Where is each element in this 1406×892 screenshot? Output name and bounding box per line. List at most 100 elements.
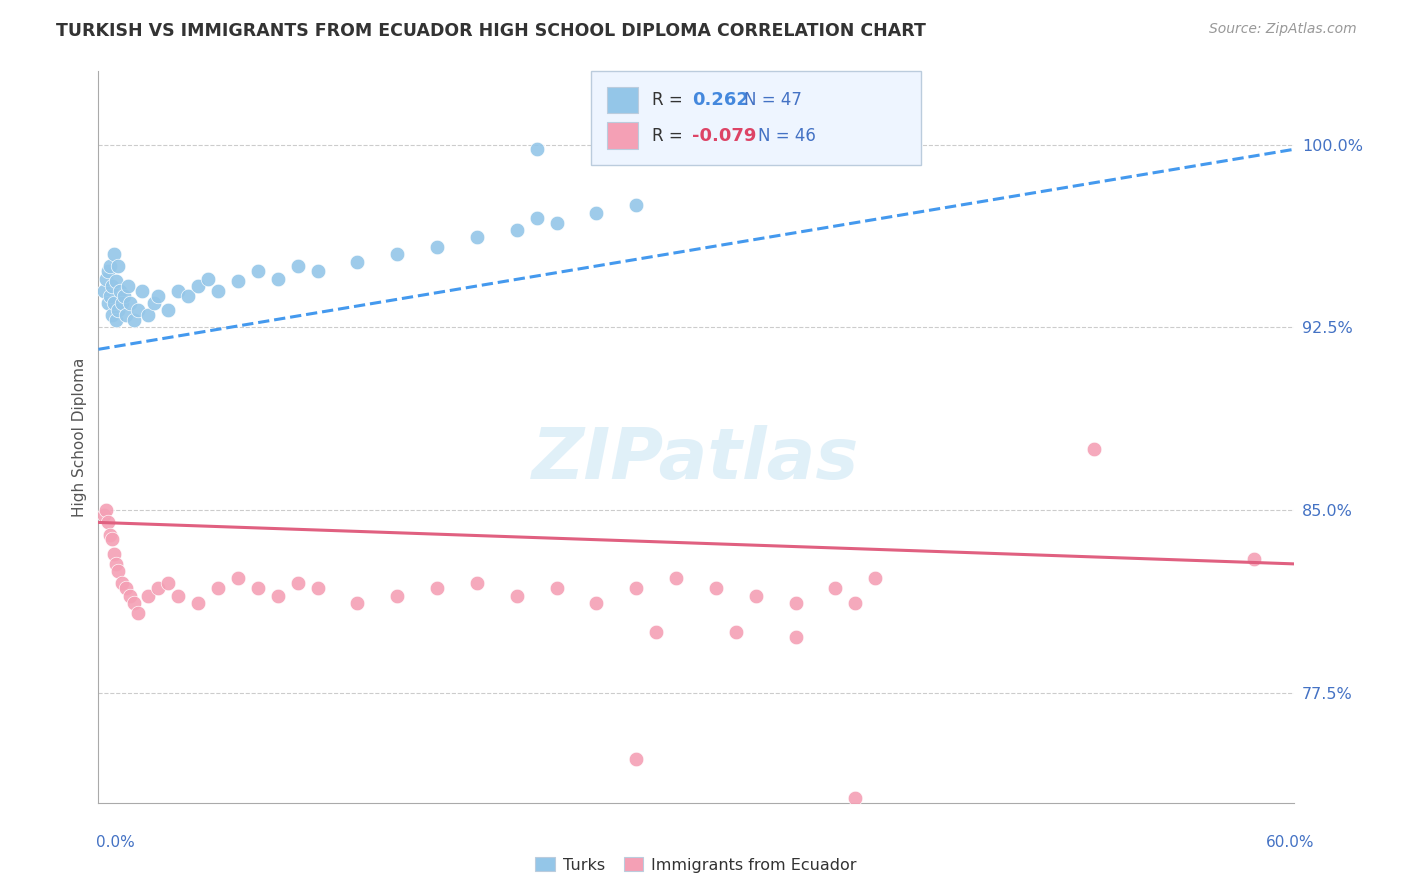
Text: ZIPatlas: ZIPatlas — [533, 425, 859, 493]
Text: 60.0%: 60.0% — [1267, 836, 1315, 850]
Point — [167, 589, 190, 603]
Point — [506, 589, 529, 603]
Point — [107, 260, 129, 274]
Point — [157, 576, 180, 591]
Point — [187, 596, 209, 610]
Point — [246, 581, 269, 595]
Point — [226, 274, 249, 288]
Point — [745, 589, 768, 603]
Point — [307, 581, 329, 595]
Point — [287, 576, 309, 591]
Text: R =: R = — [652, 127, 689, 145]
Text: 0.0%: 0.0% — [96, 836, 135, 850]
Text: N = 47: N = 47 — [744, 91, 801, 109]
Y-axis label: High School Diploma: High School Diploma — [72, 358, 87, 516]
Point — [465, 230, 488, 244]
Point — [115, 308, 138, 322]
Point — [197, 271, 219, 285]
Point — [426, 581, 449, 595]
Text: TURKISH VS IMMIGRANTS FROM ECUADOR HIGH SCHOOL DIPLOMA CORRELATION CHART: TURKISH VS IMMIGRANTS FROM ECUADOR HIGH … — [56, 22, 927, 40]
Point — [97, 296, 120, 310]
Point — [127, 606, 149, 620]
Point — [585, 206, 607, 220]
Point — [107, 564, 129, 578]
Point — [148, 581, 170, 595]
Point — [844, 791, 866, 805]
Point — [93, 508, 115, 522]
Text: -0.079: -0.079 — [692, 127, 756, 145]
Point — [724, 625, 747, 640]
Point — [103, 247, 125, 261]
Point — [626, 581, 648, 595]
Point — [120, 296, 142, 310]
Point — [157, 303, 180, 318]
Point — [124, 313, 146, 327]
Point — [120, 589, 142, 603]
Text: Source: ZipAtlas.com: Source: ZipAtlas.com — [1209, 22, 1357, 37]
Point — [101, 533, 124, 547]
Point — [346, 254, 368, 268]
Point — [287, 260, 309, 274]
Point — [665, 572, 688, 586]
Point — [105, 557, 128, 571]
Point — [98, 260, 122, 274]
Point — [226, 572, 249, 586]
Point — [346, 596, 368, 610]
Point — [101, 279, 124, 293]
Point — [98, 288, 122, 302]
Point — [103, 547, 125, 561]
Point — [1243, 552, 1265, 566]
Point — [385, 247, 409, 261]
Point — [207, 284, 229, 298]
Point — [824, 581, 846, 595]
Text: N = 46: N = 46 — [758, 127, 815, 145]
Point — [307, 264, 329, 278]
Point — [101, 308, 124, 322]
Point — [865, 572, 887, 586]
Point — [546, 581, 568, 595]
Point — [426, 240, 449, 254]
Point — [112, 288, 135, 302]
Point — [131, 284, 153, 298]
Legend: Turks, Immigrants from Ecuador: Turks, Immigrants from Ecuador — [529, 851, 863, 879]
Point — [136, 589, 159, 603]
Point — [785, 596, 807, 610]
Point — [1083, 442, 1105, 457]
Point — [96, 271, 118, 285]
Point — [187, 279, 209, 293]
Point — [785, 630, 807, 644]
Text: R =: R = — [652, 91, 689, 109]
Point — [526, 142, 548, 156]
Point — [267, 589, 290, 603]
Point — [117, 279, 139, 293]
Point — [526, 211, 548, 225]
Point — [96, 503, 118, 517]
Point — [645, 625, 668, 640]
Point — [111, 296, 134, 310]
Point — [626, 198, 648, 212]
Point — [385, 589, 409, 603]
Point — [97, 264, 120, 278]
Point — [136, 308, 159, 322]
Point — [546, 215, 568, 229]
Point — [110, 284, 132, 298]
Point — [167, 284, 190, 298]
Point — [97, 516, 120, 530]
Point — [143, 296, 166, 310]
Point — [465, 576, 488, 591]
Point — [585, 596, 607, 610]
Point — [506, 223, 529, 237]
Point — [148, 288, 170, 302]
Point — [124, 596, 146, 610]
Point — [844, 596, 866, 610]
Text: 0.262: 0.262 — [692, 91, 748, 109]
Point — [246, 264, 269, 278]
Point — [93, 284, 115, 298]
Point — [115, 581, 138, 595]
Point — [177, 288, 200, 302]
Point — [103, 296, 125, 310]
Point — [626, 752, 648, 766]
Point — [267, 271, 290, 285]
Point — [105, 274, 128, 288]
Point — [105, 313, 128, 327]
